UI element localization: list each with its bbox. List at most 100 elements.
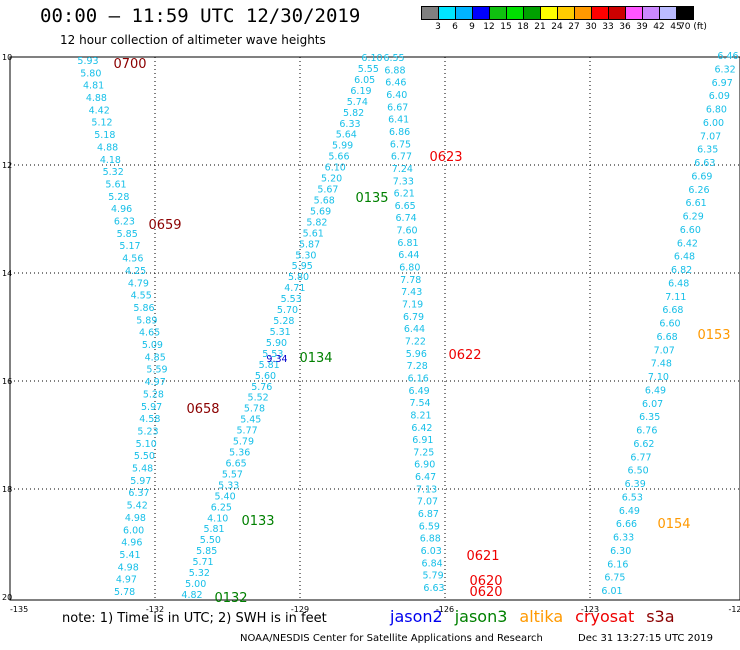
swh-value: 5.28 [108, 192, 129, 203]
swh-value: 5.17 [119, 241, 140, 252]
swh-value: 4.88 [86, 93, 107, 104]
swh-value: 5.41 [119, 550, 140, 561]
time-label: 0134 [299, 351, 332, 366]
time-label: 0658 [186, 402, 219, 417]
swh-value: 4.81 [83, 81, 104, 92]
swh-value: 7.07 [700, 131, 721, 142]
swh-value: 6.77 [391, 152, 412, 163]
swh-value: 4.18 [100, 155, 121, 166]
swh-value: 6.33 [613, 533, 634, 544]
swh-value: 4.56 [122, 254, 143, 265]
swh-value: 7.78 [400, 275, 421, 286]
swh-value: 4.96 [121, 538, 142, 549]
swh-value: 5.85 [117, 229, 138, 240]
swh-value: 7.07 [654, 345, 675, 356]
swh-value: 7.07 [417, 497, 438, 508]
legend-labels: 3 6 9 12 15 18 21 24 27 30 33 36 39 42 45 70 (ft) [422, 20, 740, 34]
footer-date: Dec 31 13:27:15 UTC 2019 [578, 633, 713, 644]
legend-label: 30 [585, 22, 597, 32]
swh-value: 5.33 [218, 480, 239, 491]
swh-value: 6.63 [423, 583, 444, 594]
swh-value: 4.82 [181, 590, 202, 601]
time-label: 0133 [241, 514, 274, 529]
swh-value: 5.90 [266, 338, 287, 349]
swh-value: 5.50 [134, 451, 155, 462]
swh-value: 6.97 [712, 78, 733, 89]
swh-value: 6.60 [680, 225, 701, 236]
swh-value: 5.45 [240, 415, 261, 426]
swh-value: 6.62 [633, 439, 654, 450]
swh-value: 6.41 [388, 115, 409, 126]
page-subtitle: 12 hour collection of altimeter wave hei… [60, 33, 326, 47]
track: 6.105.556.056.195.745.826.335.645.995.66… [181, 53, 382, 601]
swh-value: 6.16 [607, 559, 628, 570]
swh-value: 7.60 [396, 226, 417, 237]
lon-tick-label: -129 [291, 605, 309, 614]
swh-value: 6.33 [339, 119, 360, 130]
swh-value: 5.76 [251, 382, 272, 393]
legend-label: 42 [653, 22, 665, 32]
lat-tick-label: 20 [2, 593, 12, 602]
swh-value: 7.11 [665, 292, 686, 303]
legend-label: 27 [568, 22, 580, 32]
swh-value: 4.71 [284, 283, 305, 294]
swh-value: 5.28 [143, 389, 164, 400]
swh-value: 5.66 [328, 152, 349, 163]
swh-value: 7.24 [392, 164, 413, 175]
legend-label: 39 [636, 22, 648, 32]
swh-value: 6.74 [396, 213, 417, 224]
swh-value: 7.19 [402, 300, 423, 311]
swh-value: 5.80 [288, 272, 309, 283]
track: 5.935.804.814.884.425.125.184.884.185.32… [77, 56, 167, 598]
swh-value: 5.40 [214, 491, 235, 502]
swh-value: 5.00 [185, 579, 206, 590]
swh-value: 5.67 [317, 185, 338, 196]
time-label: 0154 [657, 517, 690, 532]
swh-value: 6.00 [703, 118, 724, 129]
swh-value: 5.80 [80, 68, 101, 79]
swh-value: 6.87 [418, 509, 439, 520]
lat-tick-label: 16 [2, 377, 12, 386]
swh-value: 6.76 [636, 426, 657, 437]
swh-value: 4.55 [131, 291, 152, 302]
swh-value: 6.10 [325, 163, 346, 174]
swh-value: 4.10 [207, 513, 228, 524]
swh-value: 6.82 [671, 265, 692, 276]
swh-value: 5.87 [299, 239, 320, 250]
track: 6.46 6.32 6.97 6.09 6.80 6.00 7.07 6.35 6.63 6.69… [601, 51, 738, 597]
time-label: 0153 [697, 328, 730, 343]
swh-value: 6.46 [717, 51, 738, 62]
swh-value: 6.84 [422, 558, 443, 569]
swh-value: 5.61 [105, 179, 126, 190]
swh-value: 5.78 [114, 587, 135, 598]
swh-value: 6.49 [645, 385, 666, 396]
swh-value: 5.70 [277, 305, 298, 316]
swh-value: 6.79 [403, 312, 424, 323]
swh-value: 6.44 [398, 250, 419, 261]
swh-value: 6.77 [630, 452, 651, 463]
swh-value: 5.42 [127, 501, 148, 512]
swh-value: 4.42 [89, 105, 110, 116]
swh-value: 6.07 [642, 399, 663, 410]
time-label: 0620 [469, 574, 502, 589]
swh-value: 5.97 [141, 402, 162, 413]
swh-value: 5.20 [321, 174, 342, 185]
time-label: 0622 [448, 348, 481, 363]
lon-tick-label: -132 [146, 605, 164, 614]
swh-value: 5.50 [200, 535, 221, 546]
swh-value: 7.33 [393, 176, 414, 187]
swh-value: 6.40 [386, 90, 407, 101]
swh-value: 6.42 [677, 238, 698, 249]
swh-value: 6.21 [394, 189, 415, 200]
swh-value: 6.23 [114, 217, 135, 228]
altimeter-tracks: 5.935.804.814.884.425.125.184.884.185.32… [77, 51, 738, 601]
swh-value: 5.64 [336, 130, 357, 141]
time-label: 0621 [466, 549, 499, 564]
swh-value: 6.05 [354, 75, 375, 86]
swh-value: 6.88 [384, 65, 405, 76]
swh-value: 6.68 [657, 332, 678, 343]
swh-value: 6.48 [668, 278, 689, 289]
swh-value: 6.49 [409, 386, 430, 397]
lon-tick-label: -12 [728, 605, 740, 614]
